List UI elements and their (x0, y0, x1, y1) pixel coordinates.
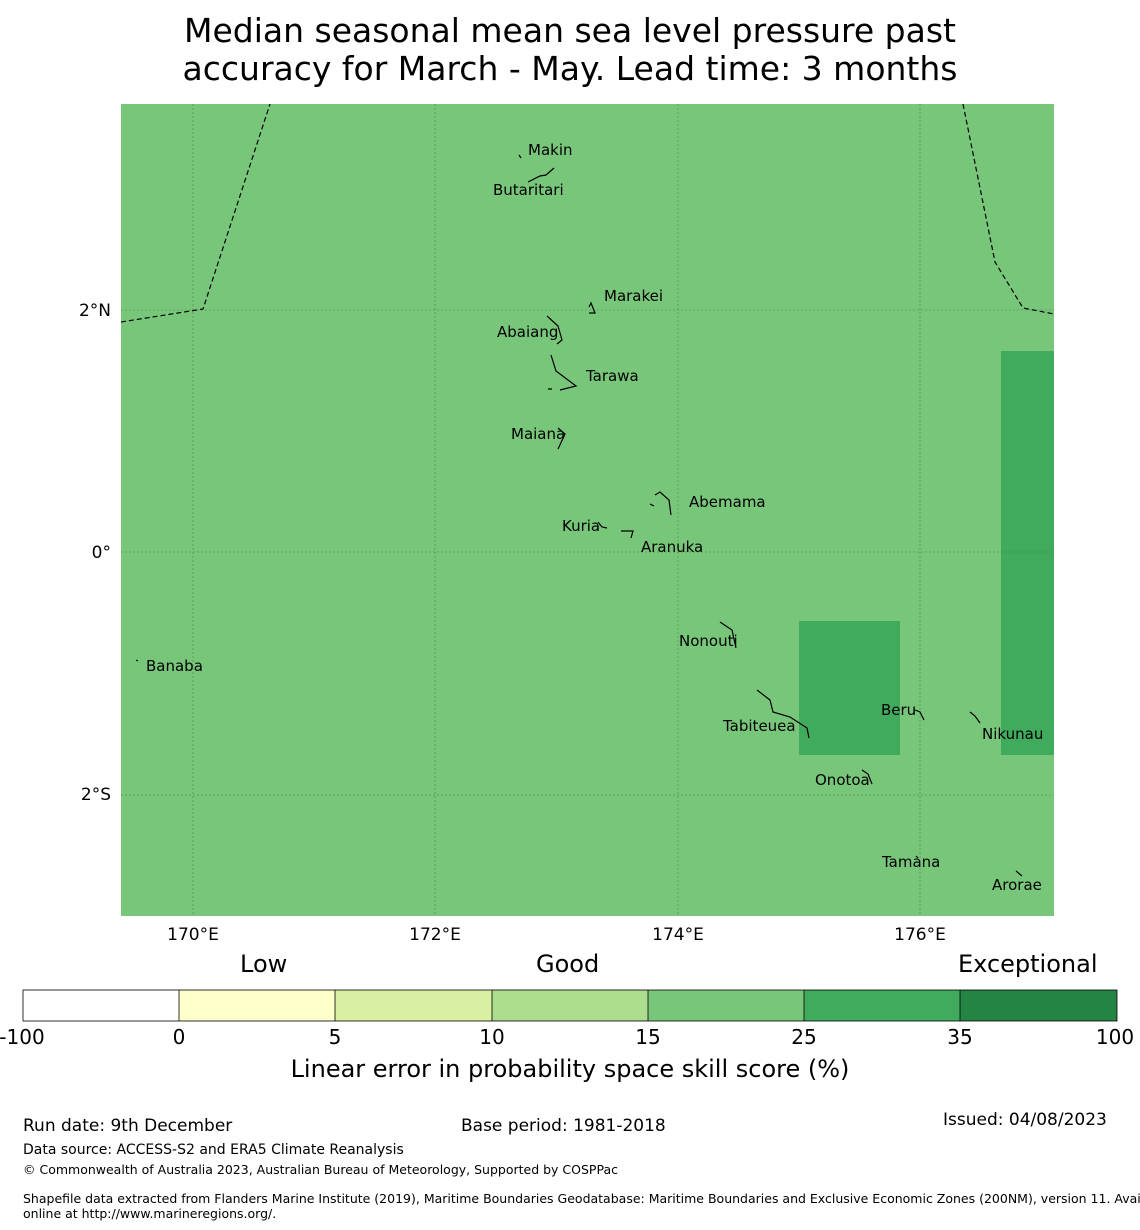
colorbar-tick-label: 35 (947, 1025, 973, 1049)
place-label: Onotoa (815, 771, 870, 789)
island-makin (518, 154, 522, 159)
colorbar-tick-label: 100 (1095, 1025, 1135, 1049)
data-source: Data source: ACCESS-S2 and ERA5 Climate … (23, 1142, 404, 1158)
gridlines (121, 104, 1054, 916)
colorbar-bin (804, 990, 960, 1021)
y-tick-label: 0° (92, 543, 111, 563)
eez-boundaries (120, 103, 1055, 323)
island-marakei (588, 301, 596, 314)
copyright-notice: © Commonwealth of Australia 2023, Austra… (23, 1162, 618, 1177)
eez-boundary-east (962, 103, 1055, 315)
place-label: Nonouti (679, 632, 738, 650)
place-label: Marakei (604, 287, 663, 305)
island-nikunau (969, 711, 981, 724)
shapefile-credit-line2: online at http://www.marineregions.org/. (23, 1206, 277, 1221)
shapefile-credit-line1: Shapefile data extracted from Flanders M… (23, 1191, 1140, 1206)
place-label: Maiana (511, 425, 565, 443)
issued-date: Issued: 04/08/2023 (943, 1110, 1107, 1130)
colorbar-bin (335, 990, 492, 1021)
colorbar-tick-label: 15 (635, 1025, 661, 1049)
colorbar-tick-label: 25 (791, 1025, 817, 1049)
x-tick-label: 176°E (894, 925, 946, 945)
colorbar-tick-label: 5 (328, 1025, 342, 1049)
place-labels: Makin Butaritari Marakei Abaiang Tarawa … (146, 141, 1043, 894)
place-label: Tabiteuea (722, 717, 796, 735)
island-butaritari (527, 167, 555, 183)
place-label: Makin (528, 141, 573, 159)
legend-category-exceptional: Exceptional (958, 950, 1098, 978)
place-label: Nikunau (982, 725, 1043, 743)
x-tick-label: 172°E (409, 925, 461, 945)
y-tick-label: 2°S (81, 785, 111, 805)
place-label: Beru (881, 701, 916, 719)
colorbar-bin (648, 990, 804, 1021)
legend-category-low: Low (240, 950, 288, 978)
island-arorae (1015, 870, 1023, 877)
skill-cell-south (799, 621, 900, 755)
x-tick-label: 170°E (167, 925, 219, 945)
skill-cell-east (1001, 351, 1054, 755)
island-tarawa (548, 354, 578, 391)
base-period: Base period: 1981-2018 (461, 1116, 666, 1136)
place-label: Arorae (992, 876, 1042, 894)
colorbar (22, 989, 1118, 1022)
island-aranuka (621, 530, 634, 539)
place-label: Kuria (562, 517, 600, 535)
island-banaba (135, 659, 139, 662)
colorbar-bin (960, 990, 1117, 1021)
legend-category-good: Good (536, 950, 600, 978)
place-label: Abemama (689, 493, 766, 511)
place-label: Butaritari (493, 181, 564, 199)
colorbar-outline (22, 989, 1118, 1022)
place-label: Aranuka (641, 538, 703, 556)
island-nonouti (719, 621, 737, 649)
colorbar-tick-label: 0 (172, 1025, 186, 1049)
island-tamana (915, 855, 919, 859)
map-title-line1: Median seasonal mean sea level pressure … (184, 11, 956, 50)
island-onotoa (861, 769, 873, 785)
place-label: Tamana (881, 853, 940, 871)
axis-labels: 170°E 172°E 174°E 176°E 2°N 0° 2°S (79, 301, 946, 945)
map-figure: Makin Butaritari Marakei Abaiang Tarawa … (22, 103, 1118, 1022)
island-abemama (649, 491, 672, 516)
run-date: Run date: 9th December (23, 1116, 233, 1136)
place-label: Tarawa (585, 367, 639, 385)
place-label: Banaba (146, 657, 203, 675)
island-maiana (557, 427, 566, 450)
colorbar-bin (23, 990, 179, 1021)
colorbar-bin (492, 990, 648, 1021)
y-tick-label: 2°N (79, 301, 111, 321)
island-tabiteuea (756, 689, 810, 739)
colorbar-tick-label: 10 (479, 1025, 505, 1049)
colorbar-bin (179, 990, 335, 1021)
colorbar-tick-label: -100 (0, 1025, 45, 1049)
place-label: Abaiang (497, 323, 558, 341)
x-tick-label: 174°E (652, 925, 704, 945)
colorbar-label: Linear error in probability space skill … (290, 1055, 850, 1083)
island-outlines (135, 154, 1023, 877)
map-title-line2: accuracy for March - May. Lead time: 3 m… (182, 49, 958, 88)
eez-boundary-west (120, 103, 271, 323)
island-kuria (597, 521, 608, 529)
map-area (121, 104, 1054, 916)
island-abaiang (546, 315, 563, 345)
island-beru (914, 709, 925, 721)
